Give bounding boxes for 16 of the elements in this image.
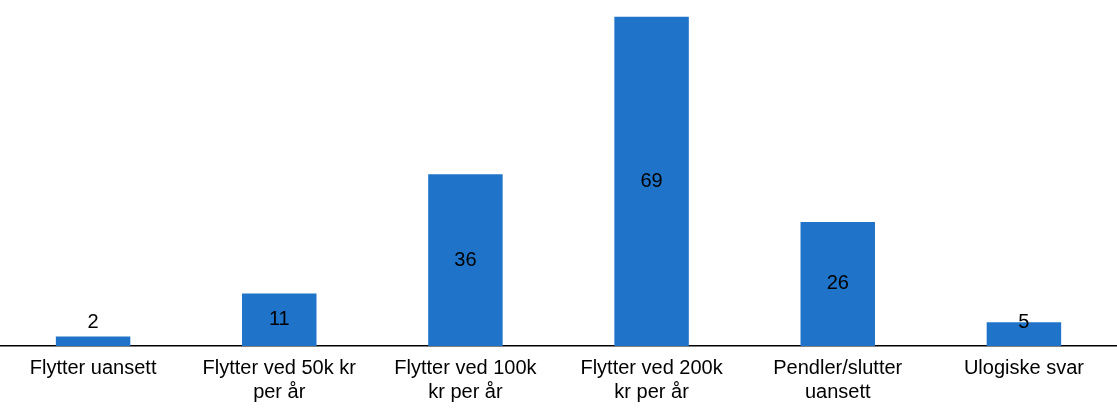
bar [428,174,503,346]
data-label: 36 [454,247,477,270]
x-tick-label: Flytter uansett [29,355,157,378]
x-tick-label: Ulogiske svar [963,355,1085,378]
x-tick-label: Pendler/slutter uansett [773,355,903,402]
data-label: 26 [826,271,849,294]
bar [800,221,875,346]
bar [614,16,689,346]
data-label: 2 [87,309,99,332]
bar [242,293,317,346]
data-label: 11 [268,307,290,330]
x-tick-label: Flytter ved 200k kr per år [580,355,724,402]
x-tick-label: Flytter ved 100k kr per år [394,355,538,402]
data-label: 69 [640,168,663,191]
bar [55,336,131,346]
x-tick-label: Flytter ved 50k kr per år [202,355,357,402]
